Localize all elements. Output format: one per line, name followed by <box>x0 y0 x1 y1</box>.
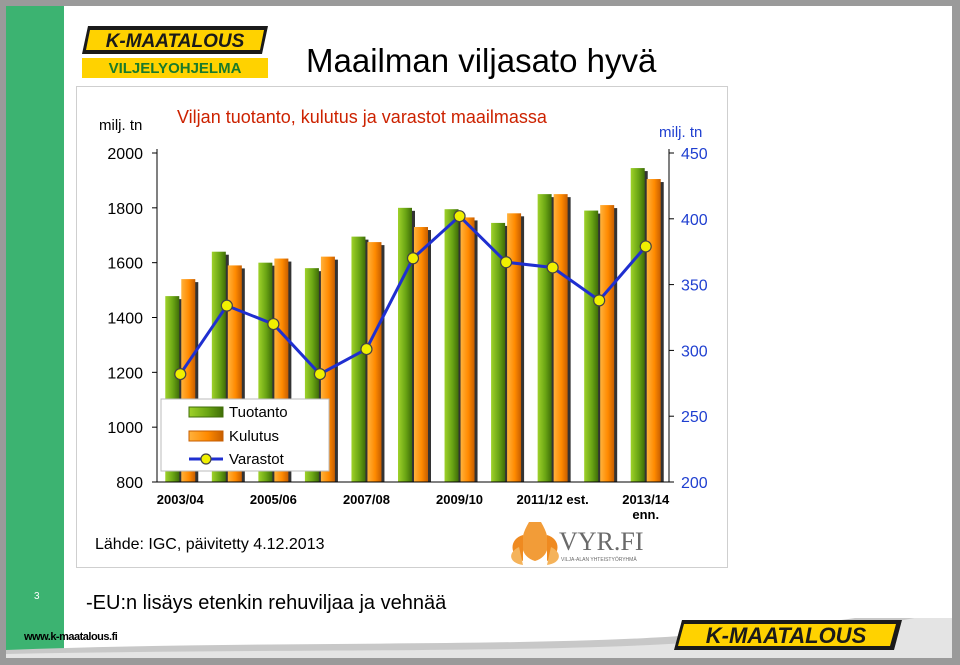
point-varastot <box>546 261 559 274</box>
vyr-logo-subtext: VILJA-ALAN YHTEISTYÖRYHMÄ <box>561 556 637 563</box>
logo-top-stripe <box>86 30 264 50</box>
legend-label-kulutus: Kulutus <box>229 428 279 445</box>
legend-label-varastot: Varastot <box>229 451 285 468</box>
left-tick-label: 1000 <box>107 420 143 437</box>
left-tick-label: 1200 <box>107 365 143 382</box>
bar-kulutus <box>600 205 615 482</box>
logo-top-line1: K-MAATALOUS <box>106 31 245 52</box>
wheat-icon <box>511 522 559 565</box>
legend-swatch-tuotanto <box>188 406 224 418</box>
slide: 3 K-MAATALOUS VILJELYOHJELMA Maailman vi… <box>6 6 952 658</box>
x-tick-label: 2013/14 <box>622 492 670 507</box>
right-tick-label: 250 <box>681 409 708 426</box>
point-varastot <box>360 342 373 356</box>
point-varastot <box>453 210 466 223</box>
bar-tuotanto <box>584 210 599 482</box>
right-tick-label: 300 <box>681 343 708 360</box>
legend-swatch-kulutus <box>188 430 224 442</box>
x-tick-label: 2005/06 <box>250 492 297 507</box>
x-tick-label: 2007/08 <box>343 492 390 507</box>
bar-kulutus <box>414 227 428 482</box>
green-sidebar <box>6 6 64 658</box>
right-tick-label: 400 <box>681 212 708 229</box>
bar-tuotanto <box>491 222 506 482</box>
left-tick-label: 800 <box>116 475 143 492</box>
x-tick-label: 2011/12 est. <box>516 492 588 507</box>
bar-tuotanto <box>351 236 366 482</box>
k-maatalous-logo: K-MAATALOUS <box>674 620 902 650</box>
source-note: Lähde: IGC, päivitetty 4.12.2013 <box>95 536 325 553</box>
point-varastot <box>406 252 420 265</box>
right-tick-label: 350 <box>681 278 708 295</box>
bar-kulutus <box>553 194 568 482</box>
point-varastot <box>220 299 233 312</box>
bar-tuotanto <box>537 194 552 482</box>
right-axis-unit: milj. tn <box>659 124 702 141</box>
bar-tuotanto <box>630 168 645 482</box>
point-varastot <box>313 367 327 381</box>
left-tick-label: 2000 <box>107 146 143 163</box>
left-tick-label: 1800 <box>107 201 143 218</box>
slide-title: Maailman viljasato hyvä <box>306 42 657 79</box>
bar-kulutus <box>367 242 382 482</box>
logo-bottom-text: K-MAATALOUS <box>706 623 867 648</box>
point-varastot <box>174 367 187 381</box>
logo-bottom-stripe <box>678 624 896 646</box>
bullet-text: -EU:n lisäys etenkin rehuviljaa ja vehnä… <box>86 592 447 614</box>
k-maatalous-viljelyohjelma-logo: K-MAATALOUS VILJELYOHJELMA <box>82 26 268 78</box>
legend-marker-varastot <box>200 453 212 465</box>
legend-label-tuotanto: Tuotanto <box>229 404 288 421</box>
footer-url[interactable]: www.k-maatalous.fi <box>24 631 118 643</box>
bar-kulutus <box>646 179 661 482</box>
slide-number: 3 <box>34 591 40 602</box>
bar-kulutus <box>460 217 475 482</box>
logo-top-line2: VILJELYOHJELMA <box>109 60 242 77</box>
left-axis-unit: milj. tn <box>99 117 142 134</box>
left-tick-label: 1600 <box>107 256 143 273</box>
bar-tuotanto <box>398 207 412 482</box>
point-varastot <box>499 256 513 269</box>
x-tick-label: enn. <box>632 507 659 522</box>
vyr-logo: VYR.FI VILJA-ALAN YHTEISTYÖRYHMÄ <box>511 522 644 565</box>
point-varastot <box>639 240 652 253</box>
right-tick-label: 200 <box>681 475 708 492</box>
chart-title: Viljan tuotanto, kulutus ja varastot maa… <box>177 107 548 127</box>
left-tick-label: 1400 <box>107 311 143 328</box>
grain-chart: Viljan tuotanto, kulutus ja varastot maa… <box>76 86 728 568</box>
bar-tuotanto <box>444 209 459 482</box>
point-varastot <box>593 294 606 307</box>
logo-top-sub-band <box>82 58 268 78</box>
bar-kulutus <box>507 213 522 483</box>
x-tick-label: 2003/04 <box>157 492 205 507</box>
vyr-logo-text: VYR.FI <box>559 527 644 556</box>
right-tick-label: 450 <box>681 146 708 163</box>
point-varastot <box>267 317 280 331</box>
x-tick-label: 2009/10 <box>436 492 483 507</box>
